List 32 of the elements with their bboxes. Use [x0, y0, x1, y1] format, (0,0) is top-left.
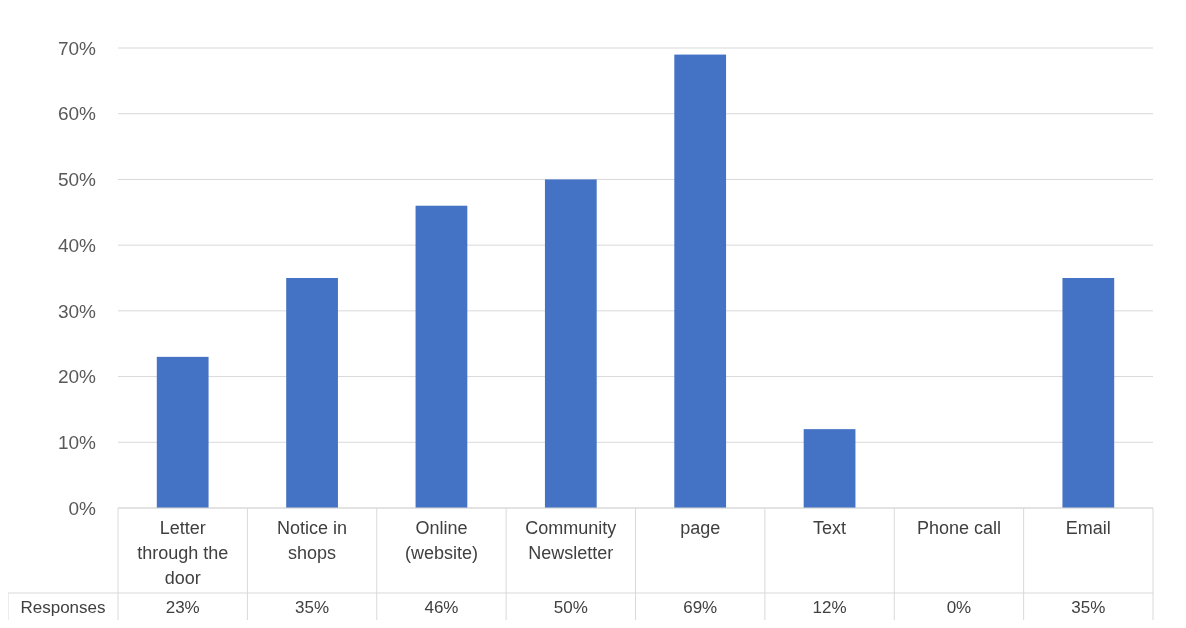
- x-tick-label: page: [680, 518, 721, 538]
- data-label: 35%: [295, 598, 330, 617]
- data-label: 69%: [683, 598, 718, 617]
- bar: [544, 179, 597, 508]
- text: Responses: [20, 598, 106, 617]
- y-tick-label: 50%: [57, 169, 97, 191]
- y-tick-label: 60%: [57, 103, 97, 125]
- data-label: 50%: [553, 598, 588, 617]
- x-tick-label: Notice in shops: [277, 518, 348, 563]
- y-tick-label: 70%: [57, 37, 97, 59]
- x-tick-label: Text: [813, 518, 847, 538]
- bar: [1062, 278, 1115, 508]
- bar: [674, 54, 727, 508]
- x-tick-label: Community Newsletter: [525, 518, 617, 563]
- y-tick-label: 0%: [68, 497, 97, 519]
- x-tick-label: Letter through the door: [137, 518, 229, 588]
- data-label: 12%: [812, 598, 847, 617]
- x-tick-label: Online (website): [404, 518, 478, 563]
- data-label: 46%: [424, 598, 459, 617]
- y-tick-label: 30%: [57, 300, 97, 322]
- x-tick-label: Phone call: [916, 518, 1001, 538]
- data-label: 23%: [165, 598, 200, 617]
- y-tick-label: 20%: [57, 366, 97, 388]
- bar: [415, 205, 468, 508]
- x-tick-label: Email: [1065, 518, 1111, 538]
- y-tick-label: 40%: [57, 234, 97, 256]
- data-label: 35%: [1071, 598, 1106, 617]
- bar: [286, 278, 338, 508]
- bar: [803, 429, 856, 508]
- y-tick-label: 10%: [57, 431, 97, 453]
- bar: [156, 356, 209, 508]
- data-label: 0%: [946, 598, 972, 617]
